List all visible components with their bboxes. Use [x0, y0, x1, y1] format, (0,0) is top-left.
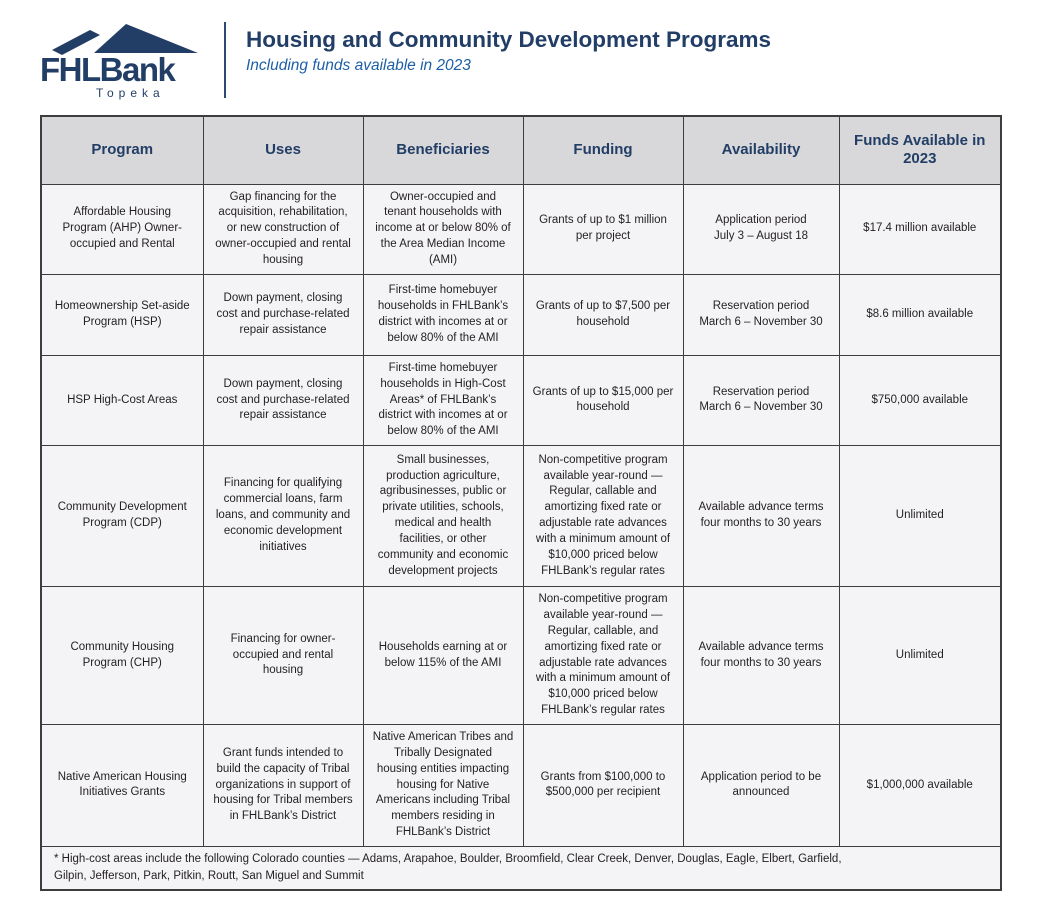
cell-program: Community Housing Program (CHP) — [40, 586, 204, 725]
column-header-uses: Uses — [202, 115, 364, 185]
cell-program: Homeownership Set-aside Program (HSP) — [40, 273, 204, 356]
cell-program: HSP High-Cost Areas — [40, 354, 204, 447]
column-header-availability: Availability — [682, 115, 840, 185]
column-header-funding: Funding — [522, 115, 684, 185]
roof-icon — [52, 24, 198, 55]
cell-funds: Unlimited — [838, 586, 1002, 725]
cell-funds: $1,000,000 available — [838, 723, 1002, 847]
cell-availability: Reservation period March 6 – November 30 — [682, 354, 840, 447]
cell-availability: Available advance terms four months to 3… — [682, 586, 840, 725]
cell-beneficiaries: Households earning at or below 115% of t… — [362, 586, 524, 725]
column-header-beneficiaries: Beneficiaries — [362, 115, 524, 185]
table-header-row: Program Uses Beneficiaries Funding Avail… — [40, 115, 1002, 185]
cell-availability: Application period to be announced — [682, 723, 840, 847]
table-row: Affordable Housing Program (AHP) Owner-o… — [40, 183, 1002, 275]
cell-program: Native American Housing Initiatives Gran… — [40, 723, 204, 847]
cell-uses: Grant funds intended to build the capaci… — [202, 723, 364, 847]
cell-uses: Down payment, closing cost and purchase-… — [202, 354, 364, 447]
column-header-funds-available: Funds Available in 2023 — [838, 115, 1002, 185]
cell-availability: Reservation period March 6 – November 30 — [682, 273, 840, 356]
cell-program: Affordable Housing Program (AHP) Owner-o… — [40, 183, 204, 275]
table-row: Community Housing Program (CHP) Financing… — [40, 586, 1002, 725]
table-row: Native American Housing Initiatives Gran… — [40, 723, 1002, 847]
cell-uses: Financing for qualifying commercial loan… — [202, 445, 364, 588]
cell-funds: $750,000 available — [838, 354, 1002, 447]
page-subtitle: Including funds available in 2023 — [246, 56, 471, 74]
table-row: HSP High-Cost Areas Down payment, closing… — [40, 354, 1002, 447]
cell-funding: Grants of up to $7,500 per household — [522, 273, 684, 356]
cell-funds: Unlimited — [838, 445, 1002, 588]
cell-funding: Grants from $100,000 to $500,000 per rec… — [522, 723, 684, 847]
footnote-row: * High-cost areas include the following … — [40, 845, 1002, 891]
cell-funding: Non-competitive program available year-r… — [522, 586, 684, 725]
header-divider — [224, 22, 226, 99]
cell-beneficiaries: First-time homebuyer households in FHLBa… — [362, 273, 524, 356]
page-title: Housing and Community Development Progra… — [246, 27, 772, 52]
logo-city: Topeka — [96, 86, 165, 101]
cell-beneficiaries: Small businesses, production agriculture… — [362, 445, 524, 588]
column-header-program: Program — [40, 115, 204, 185]
cell-availability: Application period July 3 – August 18 — [682, 183, 840, 275]
cell-funds: $8.6 million available — [838, 273, 1002, 356]
fhlbank-logo: FHLBank Topeka — [40, 16, 208, 100]
cell-beneficiaries: Owner-occupied and tenant households wit… — [362, 183, 524, 275]
cell-uses: Down payment, closing cost and purchase-… — [202, 273, 364, 356]
cell-funding: Non-competitive program available year-r… — [522, 445, 684, 588]
table-row: Community Development Program (CDP) Finan… — [40, 445, 1002, 588]
title-block: Housing and Community Development Progra… — [246, 16, 771, 100]
footnote: * High-cost areas include the following … — [40, 845, 1002, 891]
cell-uses: Financing for owner-occupied and rental … — [202, 586, 364, 725]
cell-funds: $17.4 million available — [838, 183, 1002, 275]
logo-name: FHLBank — [40, 51, 176, 88]
cell-funding: Grants of up to $15,000 per household — [522, 354, 684, 447]
cell-program: Community Development Program (CDP) — [40, 445, 204, 588]
cell-uses: Gap financing for the acquisition, rehab… — [202, 183, 364, 275]
cell-availability: Available advance terms four months to 3… — [682, 445, 840, 588]
table-row: Homeownership Set-aside Program (HSP) Dow… — [40, 273, 1002, 356]
table-body: Affordable Housing Program (AHP) Owner-o… — [40, 183, 1002, 847]
cell-beneficiaries: First-time homebuyer households in High-… — [362, 354, 524, 447]
programs-table: Program Uses Beneficiaries Funding Avail… — [40, 115, 1002, 892]
brand-header: FHLBank Topeka Housing and Community Dev… — [40, 16, 771, 100]
cell-beneficiaries: Native American Tribes and Tribally Desi… — [362, 723, 524, 847]
cell-funding: Grants of up to $1 million per project — [522, 183, 684, 275]
